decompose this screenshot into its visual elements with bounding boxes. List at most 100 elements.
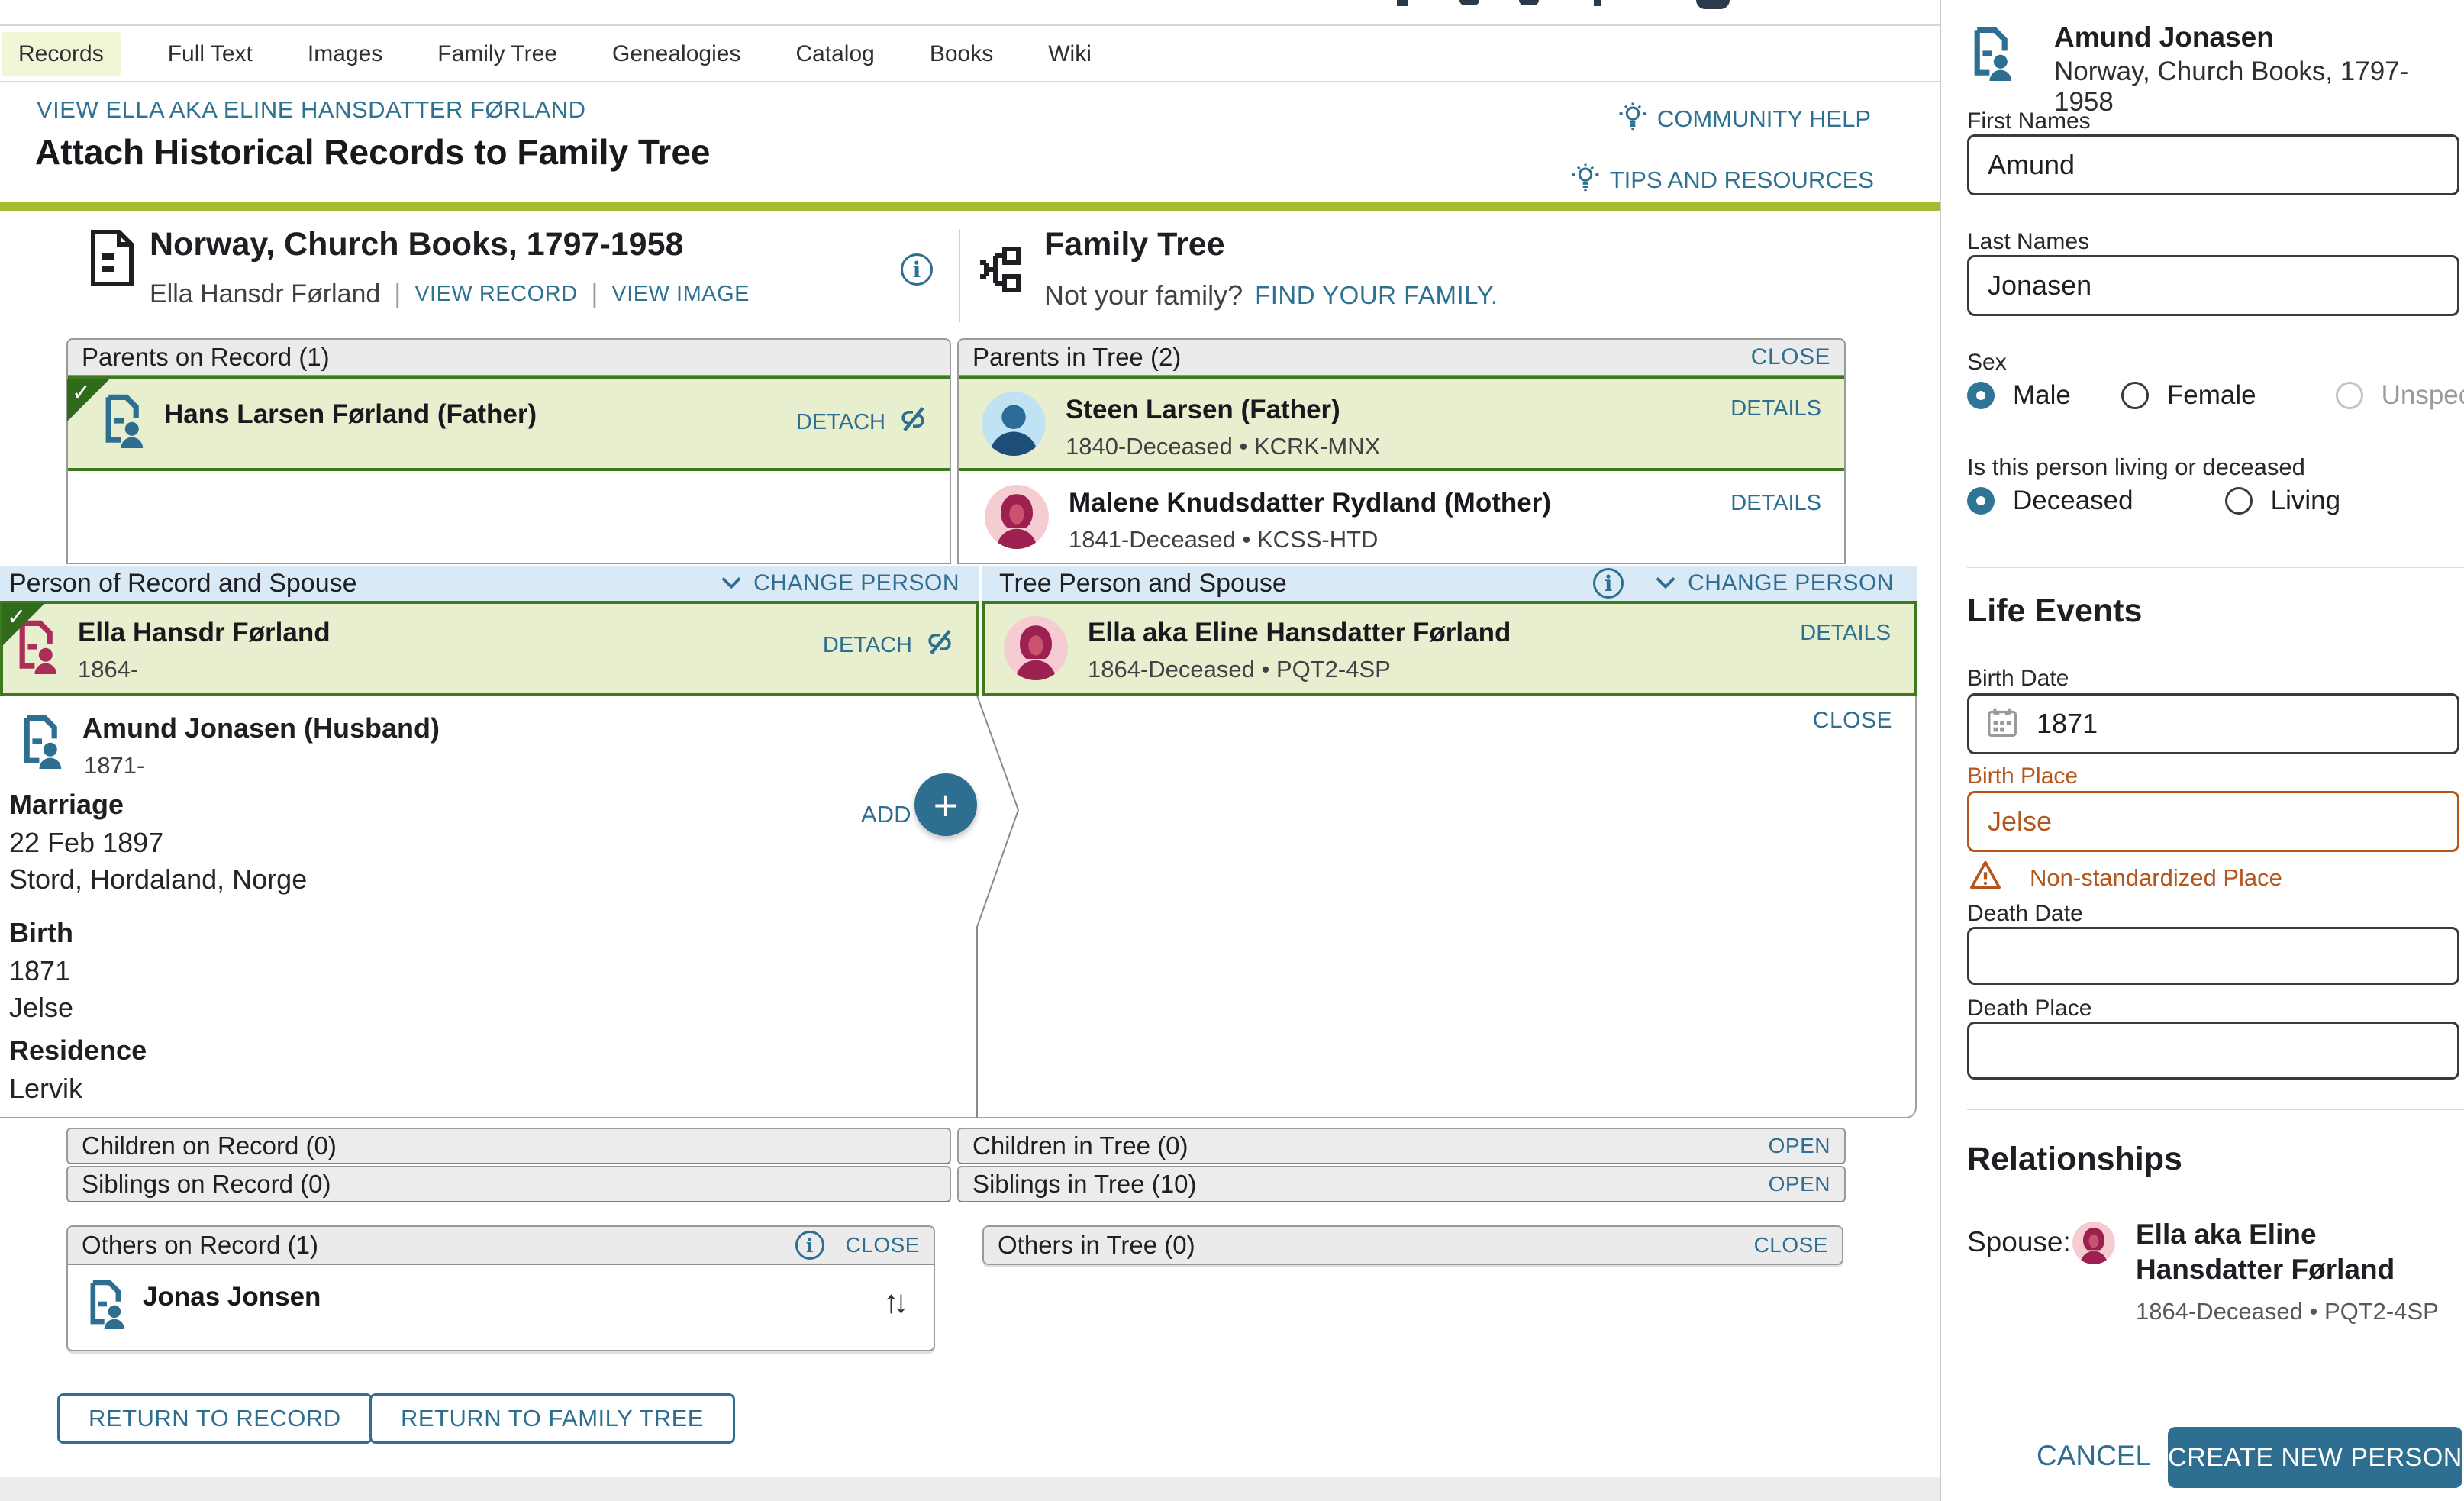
female-avatar xyxy=(2072,1222,2115,1264)
cancel-button[interactable]: CANCEL xyxy=(2037,1440,2152,1471)
open-children-link[interactable]: OPEN xyxy=(1768,1134,1830,1157)
record-parent-card[interactable]: ✓ Hans Larsen Førland (Father) DETACH xyxy=(67,376,950,471)
page-background-strip xyxy=(0,1477,1940,1501)
record-document-icon xyxy=(89,229,136,291)
community-help-link[interactable]: COMMUNITY HELP xyxy=(1617,101,1871,137)
unspecified-label: Unspecified xyxy=(2381,380,2464,410)
event-title: Marriage xyxy=(9,789,124,820)
view-record-link[interactable]: VIEW RECORD xyxy=(414,282,578,306)
event-date: 22 Feb 1897 xyxy=(9,827,164,858)
birth-place-field[interactable] xyxy=(1967,791,2459,852)
detach-person-link[interactable]: DETACH xyxy=(823,625,976,665)
death-place-field[interactable] xyxy=(1967,1022,2459,1080)
living-label: Living xyxy=(2270,486,2341,515)
tree-person-label: Tree Person and Spouse xyxy=(999,568,1287,598)
return-to-family-tree-button[interactable]: RETURN TO FAMILY TREE xyxy=(369,1393,735,1444)
primary-nav: Records Full Text Images Family Tree Gen… xyxy=(0,27,1940,82)
nav-genealogies[interactable]: Genealogies xyxy=(611,41,741,66)
add-marriage-button[interactable]: + xyxy=(914,773,977,836)
record-person-lifespan: 1864- xyxy=(78,656,139,683)
close-parents-link[interactable]: CLOSE xyxy=(1750,344,1830,370)
others-info-icon[interactable]: i xyxy=(795,1231,824,1260)
open-siblings-link[interactable]: OPEN xyxy=(1768,1172,1830,1196)
change-person-label: CHANGE PERSON xyxy=(753,570,959,596)
deceased-radio[interactable] xyxy=(1967,487,1995,515)
change-person-record[interactable]: CHANGE PERSON xyxy=(720,570,959,596)
create-person-sidebar: Amund Jonasen Norway, Church Books, 1797… xyxy=(1940,0,2464,1501)
change-person-tree[interactable]: CHANGE PERSON xyxy=(1654,570,1894,596)
create-new-person-button[interactable]: CREATE NEW PERSON xyxy=(2168,1427,2462,1488)
death-date-label: Death Date xyxy=(1967,901,2083,926)
person-of-record-band: Person of Record and Spouse CHANGE PERSO… xyxy=(0,566,979,601)
female-radio[interactable] xyxy=(2121,382,2149,409)
spouse-on-record-lifespan: 1871- xyxy=(84,752,145,779)
unspecified-radio[interactable] xyxy=(2335,382,2363,409)
add-marriage-label[interactable]: ADD xyxy=(861,801,911,828)
tree-person-card[interactable]: Ella aka Eline Hansdatter Førland 1864-D… xyxy=(982,601,1917,696)
close-others-record-link[interactable]: CLOSE xyxy=(845,1233,920,1257)
death-date-field[interactable] xyxy=(1967,927,2459,985)
community-help-label: COMMUNITY HELP xyxy=(1656,105,1871,132)
close-spouse-panel-link[interactable]: CLOSE xyxy=(1812,708,1892,733)
detach-parent-link[interactable]: DETACH xyxy=(796,402,950,442)
siblings-on-record-label: Siblings on Record (0) xyxy=(82,1170,331,1198)
sex-label: Sex xyxy=(1967,350,2007,375)
death-place-label: Death Place xyxy=(1967,996,2092,1021)
close-others-tree-link[interactable]: CLOSE xyxy=(1753,1233,1828,1257)
first-names-label: First Names xyxy=(1967,108,2091,134)
living-radio[interactable] xyxy=(2224,487,2253,515)
siblings-in-tree-bar: Siblings in Tree (10) OPEN xyxy=(957,1166,1846,1202)
details-link[interactable]: DETAILS xyxy=(1800,621,1891,645)
first-names-field[interactable] xyxy=(1967,134,2459,195)
cutoff-icon xyxy=(1397,0,1408,6)
change-person-label: CHANGE PERSON xyxy=(1688,570,1894,596)
nav-books[interactable]: Books xyxy=(929,41,994,66)
others-in-tree-box: Others in Tree (0) CLOSE xyxy=(982,1225,1843,1265)
attached-check-corner xyxy=(67,379,110,421)
parents-in-tree-header: Parents in Tree (2) CLOSE xyxy=(959,340,1844,376)
nav-catalog[interactable]: Catalog xyxy=(795,41,875,66)
female-avatar xyxy=(985,485,1049,549)
cutoff-icon xyxy=(1459,0,1479,5)
tree-subheader: Not your family? FIND YOUR FAMILY. xyxy=(1044,279,1498,311)
person-of-record-label: Person of Record and Spouse xyxy=(9,568,357,598)
tips-resources-label: TIPS AND RESOURCES xyxy=(1609,166,1874,193)
birth-date-field[interactable]: 1871 xyxy=(1967,693,2459,754)
nav-full-text[interactable]: Full Text xyxy=(167,41,253,66)
male-avatar xyxy=(982,392,1046,456)
nav-records[interactable]: Records xyxy=(2,32,121,76)
find-your-family-link[interactable]: FIND YOUR FAMILY. xyxy=(1255,281,1498,309)
tree-parent-card[interactable]: Steen Larsen (Father) 1840-Deceased • KC… xyxy=(959,376,1844,471)
tree-parent-lifespan: 1840-Deceased • KCRK-MNX xyxy=(1066,433,1381,460)
unlink-icon xyxy=(923,625,956,665)
record-info-icon[interactable]: i xyxy=(901,253,933,286)
record-person-icon xyxy=(20,714,64,773)
parents-on-record-box: Parents on Record (1) ✓ Hans Larsen Førl… xyxy=(66,338,951,564)
tree-person-info-icon[interactable]: i xyxy=(1593,568,1624,599)
not-your-family-text: Not your family? xyxy=(1044,279,1243,311)
person-spouse-panel: ✓ Ella Hansdr Førland 1864- DETACH xyxy=(0,601,1917,1118)
tips-resources-link[interactable]: TIPS AND RESOURCES xyxy=(1570,162,1874,199)
nav-images[interactable]: Images xyxy=(307,41,383,66)
cutoff-icon xyxy=(1519,0,1539,5)
deceased-label: Deceased xyxy=(2013,486,2133,515)
tree-person-name: Ella aka Eline Hansdatter Førland xyxy=(1088,618,1511,647)
last-names-field[interactable] xyxy=(1967,255,2459,316)
sort-updown-icon[interactable]: ↑↓ xyxy=(883,1283,909,1319)
return-to-record-button[interactable]: RETURN TO RECORD xyxy=(57,1393,373,1444)
record-person-card[interactable]: ✓ Ella Hansdr Førland 1864- DETACH xyxy=(0,601,979,696)
nav-wiki[interactable]: Wiki xyxy=(1048,41,1092,66)
view-image-link[interactable]: VIEW IMAGE xyxy=(611,282,750,306)
birth-date-value: 1871 xyxy=(2037,708,2098,739)
others-record-card[interactable]: Jonas Jonsen ↑↓ xyxy=(68,1265,934,1350)
sidebar-spouse-lifespan: 1864-Deceased • PQT2-4SP xyxy=(2136,1298,2439,1325)
view-person-back-link[interactable]: VIEW ELLA AKA ELINE HANSDATTER FØRLAND xyxy=(37,96,586,123)
calendar-icon xyxy=(1985,705,2020,744)
tree-parent-card[interactable]: Malene Knudsdatter Rydland (Mother) 1841… xyxy=(959,471,1844,563)
nav-family-tree[interactable]: Family Tree xyxy=(437,41,557,66)
header-divider xyxy=(959,229,960,322)
check-icon: ✓ xyxy=(7,605,27,630)
male-radio[interactable] xyxy=(1967,382,1995,409)
details-link[interactable]: DETAILS xyxy=(1730,491,1821,515)
details-link[interactable]: DETAILS xyxy=(1730,396,1821,421)
